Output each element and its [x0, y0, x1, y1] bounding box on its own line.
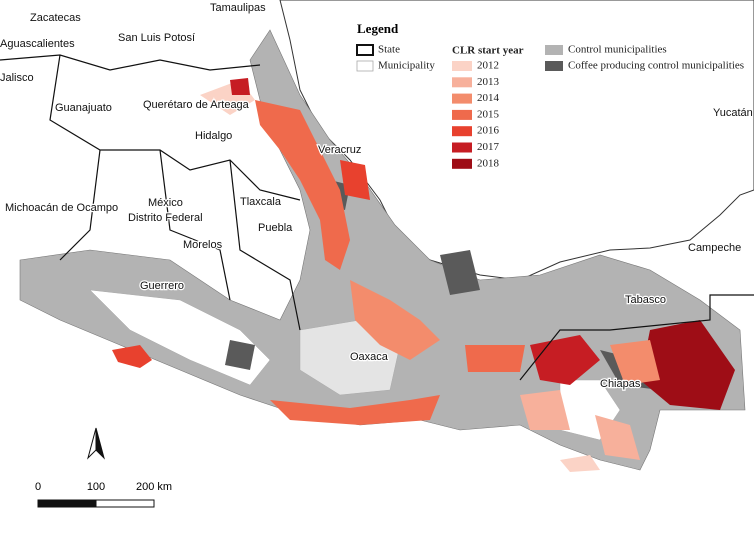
legend-title: Legend — [357, 21, 399, 36]
state-label: Querétaro de Arteaga — [143, 99, 250, 111]
legend-swatch — [452, 158, 472, 169]
scale-bar — [37, 499, 155, 508]
state-label: Yucatán — [713, 107, 753, 119]
north-arrow — [87, 427, 105, 460]
state-label: Chiapas — [600, 378, 641, 390]
legend-label: 2014 — [477, 92, 500, 104]
legend: Legend CLR start year State Municipality 2… — [356, 21, 744, 169]
legend-swatch — [452, 77, 472, 88]
legend-label: 2016 — [477, 125, 500, 137]
state-label: Oaxaca — [350, 351, 389, 363]
base-map — [0, 0, 754, 472]
legend-swatch — [452, 126, 472, 137]
legend-swatch — [452, 93, 472, 104]
state-label: México — [148, 197, 183, 209]
legend-swatch — [452, 142, 472, 153]
scale-label: 100 — [87, 481, 105, 493]
legend-label: 2013 — [477, 76, 500, 88]
scale-label: 200 km — [136, 481, 172, 493]
legend-swatch — [545, 61, 563, 71]
legend-swatch — [356, 44, 374, 56]
clr-title: CLR start year — [452, 45, 524, 57]
state-label: Tabasco — [625, 294, 666, 306]
state-label: Morelos — [183, 239, 223, 251]
state-label: Distrito Federal — [128, 212, 203, 224]
state-label: Tamaulipas — [210, 2, 266, 14]
legend-label: 2012 — [477, 60, 499, 72]
legend-label: 2017 — [477, 141, 500, 153]
legend-label: State — [378, 44, 400, 56]
state-label: Michoacán de Ocampo — [5, 202, 118, 214]
legend-label: Municipality — [378, 60, 435, 72]
legend-swatch — [356, 60, 374, 72]
state-label: San Luis Potosí — [118, 32, 195, 44]
legend-swatch — [452, 61, 472, 71]
state-labels: Zacatecas Tamaulipas Aguascalientes San Lui… — [0, 1, 754, 392]
state-label: Veracruz — [318, 144, 361, 156]
state-label: Guanajuato — [55, 102, 112, 114]
state-label: Tlaxcala — [240, 196, 282, 208]
legend-label: Control municipalities — [568, 44, 667, 56]
state-label: Aguascalientes — [0, 38, 75, 50]
state-label: Guerrero — [140, 280, 184, 292]
state-label: Puebla — [258, 222, 293, 234]
scale-label: 0 — [35, 481, 41, 493]
legend-label: Coffee producing control municipalities — [568, 60, 744, 72]
state-label: Campeche — [688, 242, 741, 254]
legend-swatch — [545, 45, 563, 55]
state-label: Jalisco — [0, 72, 34, 84]
legend-label: 2018 — [477, 157, 500, 169]
state-label: Hidalgo — [195, 130, 232, 142]
legend-swatch — [452, 109, 472, 120]
state-label: Zacatecas — [30, 12, 81, 24]
legend-label: 2015 — [477, 108, 500, 120]
